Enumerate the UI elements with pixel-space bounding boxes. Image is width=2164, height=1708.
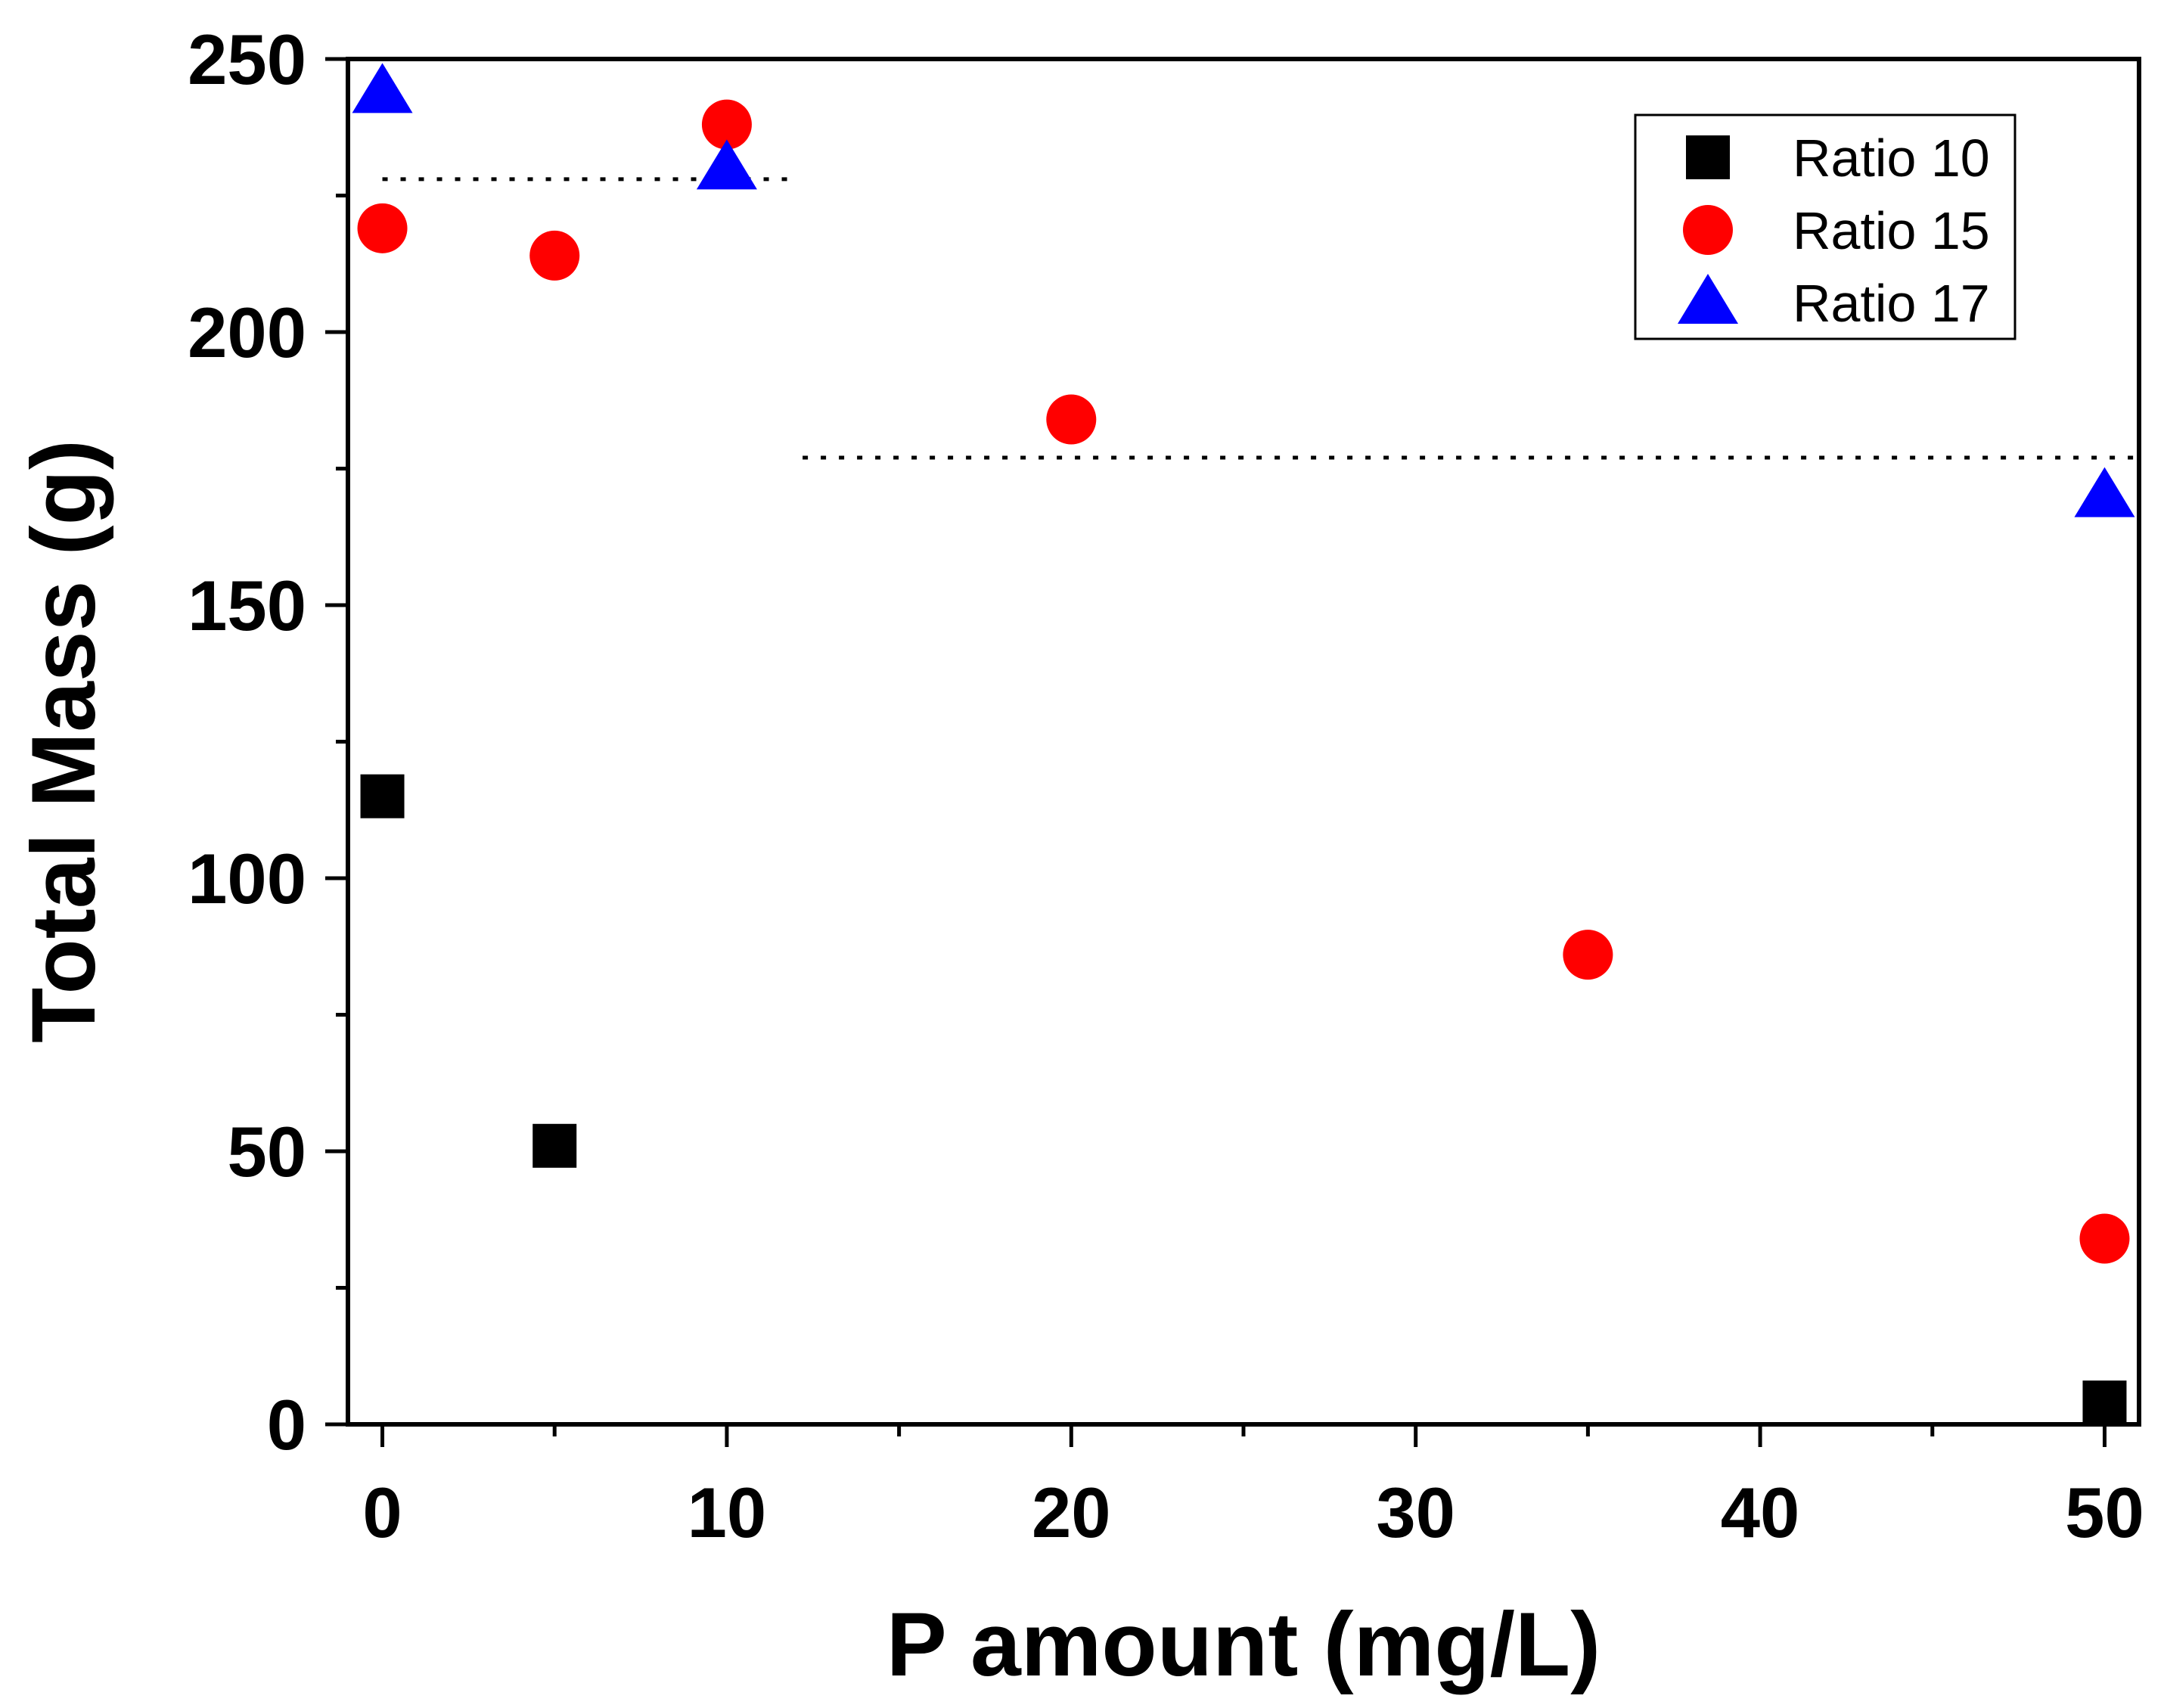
data-point-triangle: [352, 63, 413, 113]
data-point-circle: [529, 230, 580, 281]
legend-label: Ratio 15: [1793, 201, 1990, 260]
x-tick-label: 10: [688, 1473, 767, 1552]
legend: Ratio 10 Ratio 15 Ratio 17: [1634, 113, 2017, 340]
data-point-triangle: [2074, 467, 2135, 517]
y-tick-label: 200: [188, 293, 306, 372]
legend-label: Ratio 10: [1793, 129, 1990, 188]
legend-label: Ratio 17: [1793, 274, 1990, 333]
series-ratio-17: [352, 63, 2135, 517]
data-point-square: [2082, 1380, 2127, 1425]
plot-frame: [346, 57, 2141, 1427]
y-tick-label: 0: [267, 1385, 306, 1464]
data-point-circle: [701, 99, 752, 150]
legend-marker-circle: [1683, 205, 1733, 255]
data-point-circle: [2079, 1213, 2130, 1264]
data-points: [352, 63, 2135, 1425]
data-point-square: [360, 774, 405, 818]
data-point-circle: [1046, 394, 1097, 445]
data-point-circle: [357, 203, 408, 253]
series-ratio-10: [360, 774, 2127, 1425]
y-tick-label: 50: [227, 1112, 306, 1191]
axis-ticks: [325, 57, 2107, 1447]
y-tick-label: 250: [188, 20, 306, 99]
data-point-square: [532, 1123, 577, 1168]
y-tick-label: 100: [188, 839, 306, 918]
x-tick-label: 20: [1032, 1473, 1111, 1552]
x-axis-title: P amount (mg/L): [886, 1594, 1600, 1695]
y-tick-label: 150: [188, 566, 306, 645]
series-ratio-15: [357, 99, 2130, 1264]
axis-tick-labels: 0 10 20 30 40 50 0 50 100 150 200 250: [188, 20, 2144, 1552]
legend-marker-triangle: [1678, 274, 1738, 324]
y-axis-title: Total Mass (g): [13, 439, 114, 1043]
x-tick-label: 40: [1721, 1473, 1800, 1552]
reference-lines: [382, 177, 2139, 460]
data-point-circle: [1563, 930, 1613, 980]
x-tick-label: 30: [1376, 1473, 1455, 1552]
x-tick-label: 50: [2065, 1473, 2144, 1552]
data-point-triangle: [696, 139, 757, 190]
x-tick-label: 0: [362, 1473, 402, 1552]
legend-marker-square: [1686, 135, 1730, 179]
